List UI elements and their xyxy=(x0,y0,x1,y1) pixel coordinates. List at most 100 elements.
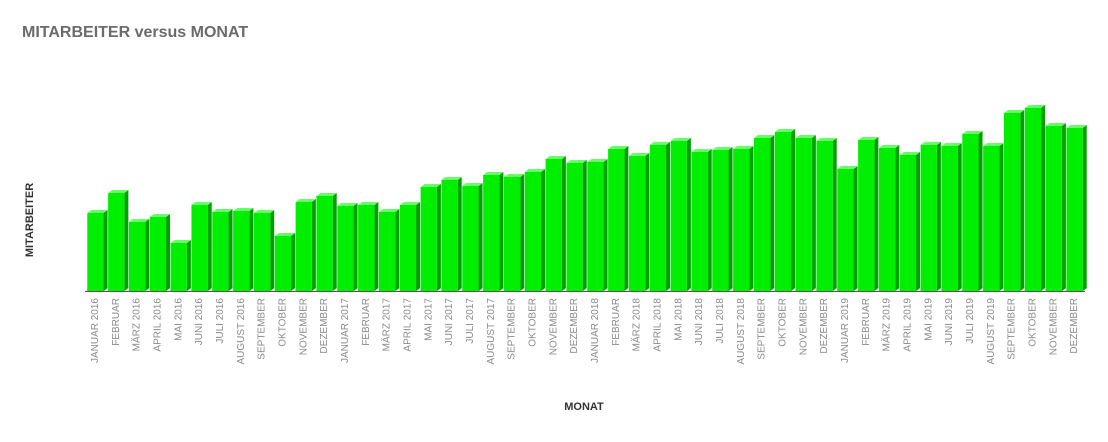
bar xyxy=(983,146,1000,291)
bar xyxy=(212,212,229,291)
bar xyxy=(295,202,312,291)
x-tick-label: DEZEMBER xyxy=(819,298,830,354)
bar-side xyxy=(978,131,983,291)
bar xyxy=(253,213,271,291)
bar-top xyxy=(941,143,962,146)
bar-top xyxy=(753,135,775,138)
bar-top xyxy=(524,169,546,172)
x-tick-label: OKTOBER xyxy=(528,298,539,347)
bar-top xyxy=(108,190,129,193)
x-tick-label: DEZEMBER xyxy=(569,298,580,354)
x-tick-label: JANUAR 2016 xyxy=(90,298,101,363)
x-tick-label: APRIL 2016 xyxy=(153,298,164,352)
x-tick-label: JULI 2017 xyxy=(465,298,476,344)
bar-top xyxy=(545,156,566,159)
bar-side xyxy=(707,149,712,291)
bar-side xyxy=(853,166,858,291)
bar-side xyxy=(895,145,900,291)
bar-side xyxy=(999,143,1004,291)
bar xyxy=(483,175,500,291)
bar xyxy=(628,156,646,291)
bar-top xyxy=(774,129,796,132)
bar-top xyxy=(337,203,358,206)
bar-top xyxy=(587,159,608,162)
x-tick-label: AUGUST 2018 xyxy=(736,298,747,365)
bar-side xyxy=(478,183,483,291)
bar-top xyxy=(462,183,483,186)
bar-side xyxy=(436,184,441,291)
bar xyxy=(733,149,750,291)
bar-top xyxy=(608,146,629,149)
bar xyxy=(441,180,458,291)
bar xyxy=(1003,113,1021,291)
bar-side xyxy=(124,190,129,291)
bar-side xyxy=(561,156,566,291)
bar-top xyxy=(253,210,275,213)
bar-side xyxy=(1020,110,1025,291)
bar xyxy=(420,187,437,291)
x-tick-label: MAI 2016 xyxy=(173,298,184,341)
bar xyxy=(1045,126,1062,291)
x-tick-label: MÄRZ 2017 xyxy=(381,298,393,352)
bar-side xyxy=(166,214,171,291)
bar-side xyxy=(874,137,879,291)
bar-top xyxy=(295,199,316,202)
bar-top xyxy=(316,193,337,196)
x-tick-label: APRIL 2018 xyxy=(653,298,664,352)
bar xyxy=(399,205,417,291)
bar-top xyxy=(149,214,171,217)
x-tick-label: AUGUST 2017 xyxy=(486,298,497,365)
bar-side xyxy=(374,202,379,291)
bar-side xyxy=(1082,125,1087,291)
bar-side xyxy=(666,142,671,291)
bar-top xyxy=(649,142,671,145)
bar-side xyxy=(186,240,191,291)
bar xyxy=(378,212,396,291)
bar xyxy=(691,152,708,291)
x-tick-label: MAI 2018 xyxy=(673,298,684,341)
bar xyxy=(670,141,687,291)
bar xyxy=(962,134,979,291)
bar-side xyxy=(936,142,941,291)
bar xyxy=(108,193,125,291)
x-tick-label: MÄRZ 2016 xyxy=(131,298,143,352)
x-tick-label: JANUAR 2018 xyxy=(590,298,601,363)
bar xyxy=(87,213,104,291)
bar-side xyxy=(520,174,525,291)
bar-top xyxy=(358,202,379,205)
x-tick-label: JULI 2018 xyxy=(715,298,726,344)
bar-top xyxy=(1024,105,1046,108)
x-tick-label: OKTOBER xyxy=(1028,298,1039,347)
bar-top xyxy=(962,131,983,134)
bar xyxy=(712,150,729,291)
bar-side xyxy=(603,159,608,291)
x-tick-label: SEPTEMBER xyxy=(507,298,518,360)
x-tick-label: NOVEMBER xyxy=(798,298,809,355)
x-tick-label: FEBRUAR xyxy=(861,298,872,346)
bar xyxy=(941,146,958,291)
bar xyxy=(920,145,937,291)
x-tick-label: OKTOBER xyxy=(778,298,789,347)
x-tick-label: NOVEMBER xyxy=(298,298,309,355)
bar xyxy=(774,132,792,291)
bar-side xyxy=(457,177,462,291)
bar xyxy=(899,155,917,291)
bar-top xyxy=(1066,125,1087,128)
bar-side xyxy=(353,203,358,291)
x-tick-label: FEBRUAR xyxy=(361,298,372,346)
bar-side xyxy=(103,210,108,291)
x-tick-label: JULI 2016 xyxy=(215,298,226,344)
bar xyxy=(649,145,667,291)
bar xyxy=(795,138,812,291)
bar-top xyxy=(420,184,441,187)
bar xyxy=(128,222,146,291)
bar xyxy=(316,196,333,291)
x-tick-label: AUGUST 2019 xyxy=(986,298,997,365)
bar-side xyxy=(249,208,254,291)
bar-side xyxy=(332,193,337,291)
bar-top xyxy=(191,202,212,205)
bar-top xyxy=(712,147,733,150)
bar xyxy=(566,163,583,291)
bar-side xyxy=(645,153,650,291)
bar-top xyxy=(878,145,900,148)
